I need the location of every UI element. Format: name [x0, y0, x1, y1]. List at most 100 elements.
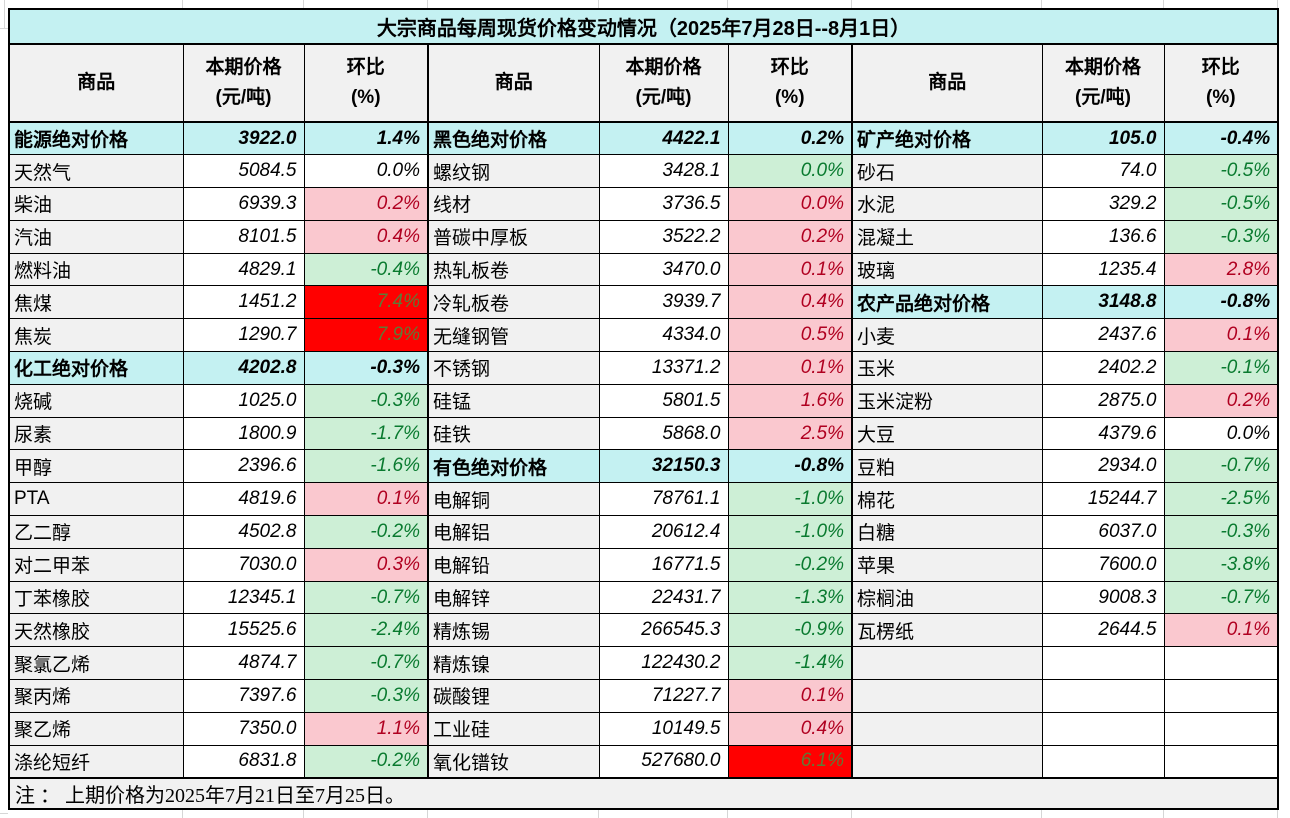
price-cell[interactable]: 8101.5 — [182, 219, 305, 254]
pct-cell[interactable]: 0.1% — [303, 482, 429, 517]
commodity-cell[interactable]: 能源绝对价格 — [8, 121, 184, 156]
price-cell[interactable] — [1041, 744, 1165, 779]
header-commodity-2[interactable]: 商品 — [427, 43, 600, 123]
commodity-cell[interactable]: PTA — [8, 482, 184, 517]
commodity-cell[interactable]: 砂石 — [851, 154, 1043, 189]
header-price-2[interactable]: 本期价格 (元/吨) — [598, 43, 729, 123]
commodity-cell[interactable]: 普碳中厚板 — [427, 219, 600, 254]
pct-cell[interactable] — [1163, 711, 1279, 746]
commodity-cell[interactable]: 水泥 — [851, 187, 1043, 221]
commodity-cell[interactable]: 农产品绝对价格 — [851, 285, 1043, 320]
pct-cell[interactable]: -1.3% — [727, 580, 853, 615]
pct-cell[interactable]: 1.1% — [303, 711, 429, 746]
commodity-cell[interactable]: 天然气 — [8, 154, 184, 189]
commodity-cell[interactable]: 涤纶短纤 — [8, 744, 184, 779]
note-cell[interactable]: 注 ： 上期价格为2025年7月21日至7月25日。 — [8, 776, 1279, 810]
commodity-cell[interactable]: 汽油 — [8, 219, 184, 254]
commodity-cell[interactable] — [851, 711, 1043, 746]
commodity-cell[interactable]: 黑色绝对价格 — [427, 121, 600, 156]
commodity-cell[interactable]: 甲醇 — [8, 449, 184, 484]
price-cell[interactable]: 3922.0 — [182, 121, 305, 156]
price-cell[interactable]: 1800.9 — [182, 416, 305, 451]
commodity-cell[interactable]: 天然橡胶 — [8, 613, 184, 648]
pct-cell[interactable] — [1163, 744, 1279, 779]
pct-cell[interactable]: 0.3% — [303, 547, 429, 582]
commodity-cell[interactable]: 聚氯乙烯 — [8, 646, 184, 681]
pct-cell[interactable]: 0.1% — [727, 679, 853, 713]
pct-cell[interactable]: -0.7% — [1163, 580, 1279, 615]
header-commodity-1[interactable]: 商品 — [8, 43, 184, 123]
pct-cell[interactable]: -0.3% — [303, 383, 429, 418]
pct-cell[interactable]: 0.0% — [1163, 416, 1279, 451]
price-cell[interactable]: 15244.7 — [1041, 482, 1165, 517]
price-cell[interactable]: 2396.6 — [182, 449, 305, 484]
price-cell[interactable]: 2402.2 — [1041, 351, 1165, 385]
header-price-1[interactable]: 本期价格 (元/吨) — [182, 43, 305, 123]
pct-cell[interactable]: 0.1% — [1163, 613, 1279, 648]
header-pct-2[interactable]: 环比 (%) — [727, 43, 853, 123]
price-cell[interactable]: 7600.0 — [1041, 547, 1165, 582]
price-cell[interactable]: 3148.8 — [1041, 285, 1165, 320]
price-cell[interactable]: 3522.2 — [598, 219, 729, 254]
commodity-cell[interactable]: 焦炭 — [8, 318, 184, 353]
pct-cell[interactable]: 0.0% — [303, 154, 429, 189]
pct-cell[interactable]: -0.2% — [303, 515, 429, 549]
commodity-cell[interactable]: 有色绝对价格 — [427, 449, 600, 484]
pct-cell[interactable]: -0.7% — [303, 580, 429, 615]
pct-cell[interactable]: 0.2% — [1163, 383, 1279, 418]
commodity-cell[interactable]: 混凝土 — [851, 219, 1043, 254]
commodity-cell[interactable]: 瓦楞纸 — [851, 613, 1043, 648]
commodity-cell[interactable]: 线材 — [427, 187, 600, 221]
commodity-cell[interactable]: 电解铜 — [427, 482, 600, 517]
pct-cell[interactable]: 0.4% — [727, 285, 853, 320]
pct-cell[interactable]: 6.1% — [727, 744, 853, 779]
pct-cell[interactable]: -1.0% — [727, 515, 853, 549]
commodity-cell[interactable]: 大豆 — [851, 416, 1043, 451]
commodity-cell[interactable]: 丁苯橡胶 — [8, 580, 184, 615]
header-pct-3[interactable]: 环比 (%) — [1163, 43, 1279, 123]
commodity-cell[interactable]: 螺纹钢 — [427, 154, 600, 189]
pct-cell[interactable]: 1.4% — [303, 121, 429, 156]
pct-cell[interactable]: 2.8% — [1163, 252, 1279, 287]
price-cell[interactable]: 5084.5 — [182, 154, 305, 189]
commodity-cell[interactable]: 矿产绝对价格 — [851, 121, 1043, 156]
commodity-cell[interactable]: 玉米淀粉 — [851, 383, 1043, 418]
price-cell[interactable] — [1041, 646, 1165, 681]
pct-cell[interactable]: -2.5% — [1163, 482, 1279, 517]
price-cell[interactable]: 2644.5 — [1041, 613, 1165, 648]
commodity-cell[interactable]: 焦煤 — [8, 285, 184, 320]
commodity-cell[interactable]: 小麦 — [851, 318, 1043, 353]
price-cell[interactable]: 105.0 — [1041, 121, 1165, 156]
price-cell[interactable]: 15525.6 — [182, 613, 305, 648]
price-cell[interactable]: 4874.7 — [182, 646, 305, 681]
commodity-cell[interactable]: 燃料油 — [8, 252, 184, 287]
price-cell[interactable]: 4422.1 — [598, 121, 729, 156]
pct-cell[interactable]: -0.4% — [303, 252, 429, 287]
price-cell[interactable]: 2437.6 — [1041, 318, 1165, 353]
price-cell[interactable]: 71227.7 — [598, 679, 729, 713]
commodity-cell[interactable]: 碳酸锂 — [427, 679, 600, 713]
pct-cell[interactable]: 0.4% — [303, 219, 429, 254]
pct-cell[interactable]: 0.2% — [727, 219, 853, 254]
pct-cell[interactable]: -0.3% — [1163, 219, 1279, 254]
price-cell[interactable]: 32150.3 — [598, 449, 729, 484]
commodity-cell[interactable]: 热轧板卷 — [427, 252, 600, 287]
header-pct-1[interactable]: 环比 (%) — [303, 43, 429, 123]
commodity-cell[interactable] — [851, 744, 1043, 779]
commodity-cell[interactable]: 化工绝对价格 — [8, 351, 184, 385]
price-cell[interactable]: 7030.0 — [182, 547, 305, 582]
price-cell[interactable]: 329.2 — [1041, 187, 1165, 221]
pct-cell[interactable]: 1.6% — [727, 383, 853, 418]
pct-cell[interactable]: 0.1% — [727, 351, 853, 385]
pct-cell[interactable]: -0.7% — [1163, 449, 1279, 484]
pct-cell[interactable]: -1.0% — [727, 482, 853, 517]
commodity-cell[interactable]: 对二甲苯 — [8, 547, 184, 582]
commodity-cell[interactable]: 烧碱 — [8, 383, 184, 418]
commodity-cell[interactable] — [851, 679, 1043, 713]
commodity-cell[interactable]: 硅铁 — [427, 416, 600, 451]
pct-cell[interactable]: 0.5% — [727, 318, 853, 353]
pct-cell[interactable]: -0.1% — [1163, 351, 1279, 385]
commodity-cell[interactable]: 苹果 — [851, 547, 1043, 582]
commodity-cell[interactable]: 冷轧板卷 — [427, 285, 600, 320]
pct-cell[interactable]: -1.4% — [727, 646, 853, 681]
